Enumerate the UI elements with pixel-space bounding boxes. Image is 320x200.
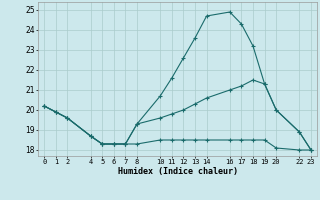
- X-axis label: Humidex (Indice chaleur): Humidex (Indice chaleur): [118, 167, 238, 176]
